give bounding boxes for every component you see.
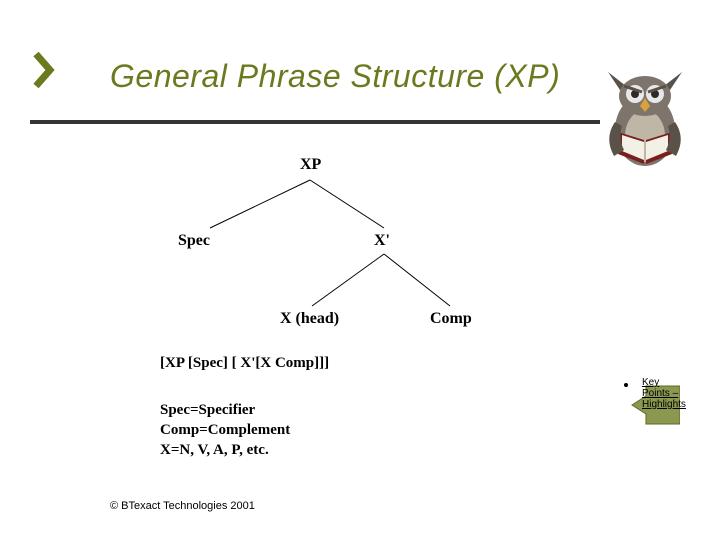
tree-node-xhead: X (head) (280, 310, 339, 328)
title-bullet-chevron-icon (30, 50, 60, 90)
slide: General Phrase Structure (XP) (0, 0, 720, 540)
legend-line: Spec=Specifier (160, 400, 290, 420)
xp-tree-diagram: XP Spec X' X (head) Comp (130, 150, 490, 350)
copyright-footer: © BTexact Technologies 2001 (110, 500, 255, 512)
tree-node-spec: Spec (178, 232, 210, 250)
page-title: General Phrase Structure (XP) (110, 58, 560, 95)
title-rule (30, 120, 600, 124)
legend: Spec=Specifier Comp=Complement X=N, V, A… (160, 400, 290, 460)
tree-node-xbar: X' (374, 232, 390, 250)
bracket-notation: [XP [Spec] [ X'[X Comp]]] (160, 355, 329, 372)
legend-line: Comp=Complement (160, 420, 290, 440)
nav-bullet-icon (624, 383, 628, 387)
tree-node-comp: Comp (430, 310, 472, 328)
key-points-nav-label: Key Points – Highlights (642, 377, 682, 410)
owl-illustration-icon (600, 70, 690, 175)
tree-node-xp: XP (300, 156, 321, 174)
legend-line: X=N, V, A, P, etc. (160, 440, 290, 460)
